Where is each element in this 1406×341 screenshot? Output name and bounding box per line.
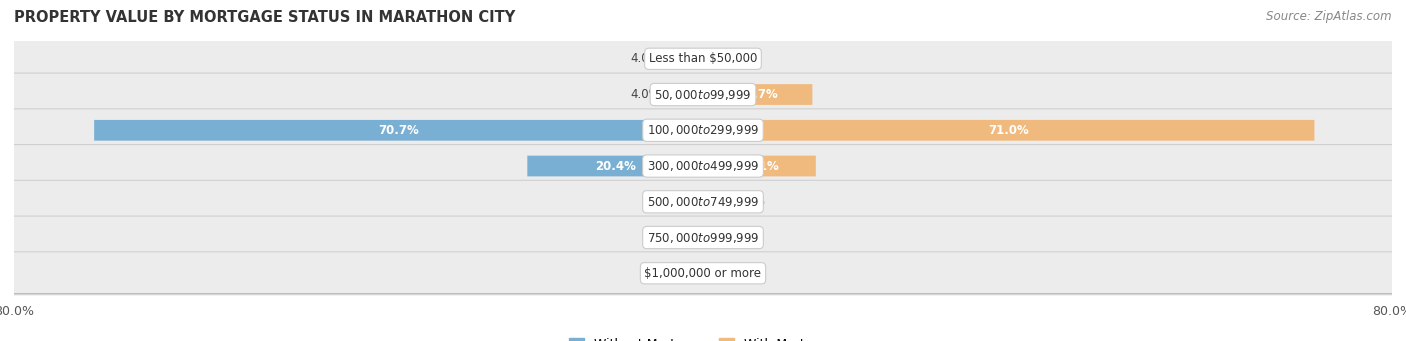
Text: $1,000,000 or more: $1,000,000 or more <box>644 267 762 280</box>
Text: 0.0%: 0.0% <box>716 267 745 280</box>
Text: 2.7%: 2.7% <box>735 195 765 208</box>
FancyBboxPatch shape <box>703 48 706 69</box>
FancyBboxPatch shape <box>527 155 703 176</box>
FancyBboxPatch shape <box>94 120 703 140</box>
Text: Source: ZipAtlas.com: Source: ZipAtlas.com <box>1267 10 1392 23</box>
Text: 4.0%: 4.0% <box>630 52 659 65</box>
Text: 4.0%: 4.0% <box>630 88 659 101</box>
Text: PROPERTY VALUE BY MORTGAGE STATUS IN MARATHON CITY: PROPERTY VALUE BY MORTGAGE STATUS IN MAR… <box>14 10 516 25</box>
Text: 20.4%: 20.4% <box>595 160 636 173</box>
FancyBboxPatch shape <box>0 109 1406 152</box>
FancyBboxPatch shape <box>0 216 1406 259</box>
Text: 0.39%: 0.39% <box>716 52 752 65</box>
Text: $750,000 to $999,999: $750,000 to $999,999 <box>647 231 759 244</box>
Text: $50,000 to $99,999: $50,000 to $99,999 <box>654 88 752 102</box>
FancyBboxPatch shape <box>669 48 703 69</box>
FancyBboxPatch shape <box>703 120 1315 140</box>
Text: 13.1%: 13.1% <box>740 160 780 173</box>
FancyBboxPatch shape <box>0 73 1406 116</box>
Text: Less than $50,000: Less than $50,000 <box>648 52 758 65</box>
Text: 1.0%: 1.0% <box>657 195 686 208</box>
FancyBboxPatch shape <box>0 252 1406 295</box>
Legend: Without Mortgage, With Mortgage: Without Mortgage, With Mortgage <box>569 338 837 341</box>
FancyBboxPatch shape <box>703 84 813 105</box>
Text: $500,000 to $749,999: $500,000 to $749,999 <box>647 195 759 209</box>
FancyBboxPatch shape <box>695 191 703 212</box>
FancyBboxPatch shape <box>0 145 1406 188</box>
Text: $300,000 to $499,999: $300,000 to $499,999 <box>647 159 759 173</box>
Text: 0.0%: 0.0% <box>661 231 690 244</box>
FancyBboxPatch shape <box>0 180 1406 223</box>
Text: 0.0%: 0.0% <box>716 231 745 244</box>
FancyBboxPatch shape <box>703 155 815 176</box>
Text: 70.7%: 70.7% <box>378 124 419 137</box>
Text: 0.0%: 0.0% <box>661 267 690 280</box>
Text: 12.7%: 12.7% <box>737 88 778 101</box>
FancyBboxPatch shape <box>703 191 727 212</box>
FancyBboxPatch shape <box>669 84 703 105</box>
Text: $100,000 to $299,999: $100,000 to $299,999 <box>647 123 759 137</box>
FancyBboxPatch shape <box>0 38 1406 80</box>
Text: 71.0%: 71.0% <box>988 124 1029 137</box>
